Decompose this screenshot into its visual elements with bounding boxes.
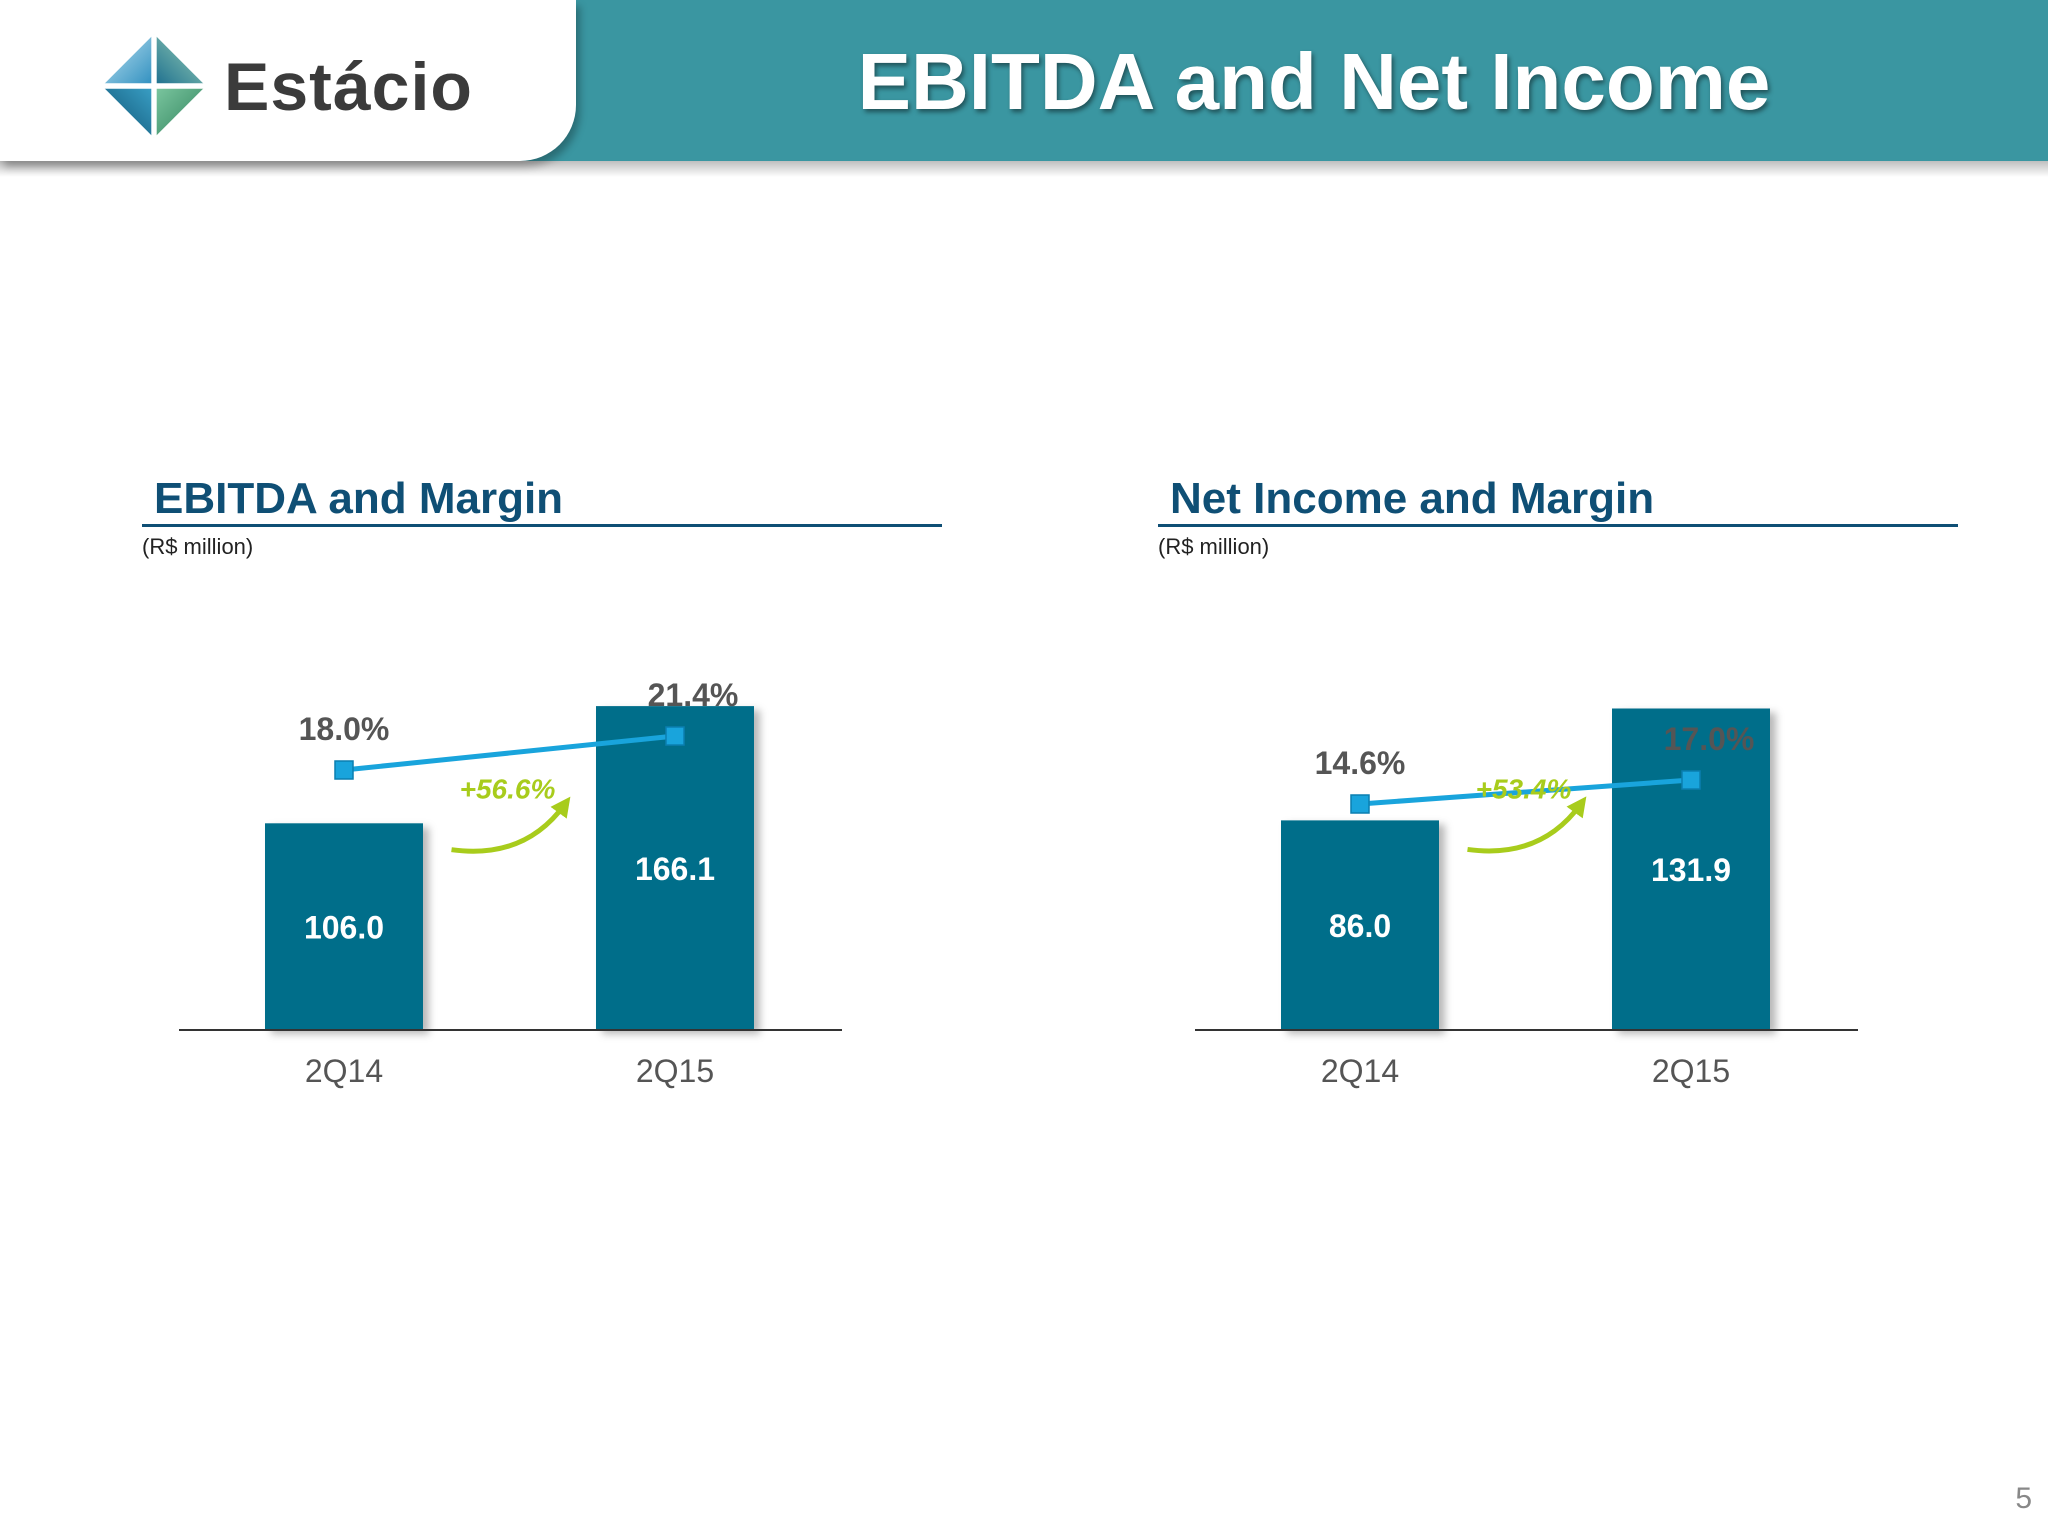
ebitda-growth-label: +56.6% <box>460 774 556 805</box>
net-income-growth-label: +53.4% <box>1476 773 1572 804</box>
net-income-margin-label: 14.6% <box>1315 745 1406 781</box>
net-income-chart-svg: 86.0 131.9 2Q14 2Q15 14.6% 17.0% +53.4% <box>1195 708 1858 1089</box>
ebitda-bar-2q15 <box>596 706 754 1030</box>
net-income-bar-value-label: 86.0 <box>1329 908 1391 944</box>
ebitda-chart-panel: EBITDA and Margin (R$ million) 106.0 166.… <box>142 470 942 1110</box>
net-income-title-rule <box>1158 524 1958 527</box>
page-title: EBITDA and Net Income <box>857 37 1771 126</box>
header-shadow <box>0 161 2048 177</box>
page-number: 5 <box>2015 1482 2032 1515</box>
net-income-growth-arrow-icon <box>1467 796 1587 854</box>
net-income-bar-2q14 <box>1281 820 1439 1030</box>
ebitda-title-rule <box>142 524 942 527</box>
net-income-bar-value-label: 131.9 <box>1651 852 1731 888</box>
ebitda-bar-value-label: 166.1 <box>635 851 715 887</box>
ebitda-margin-line <box>343 733 676 773</box>
net-income-chart-unit: (R$ million) <box>1158 534 1270 559</box>
net-income-margin-line <box>1359 777 1692 807</box>
ebitda-tick-label: 2Q14 <box>305 1053 383 1089</box>
ebitda-chart-unit: (R$ million) <box>142 534 254 559</box>
net-income-chart-panel: Net Income and Margin (R$ million) 86.0 1… <box>1158 470 1958 1110</box>
net-income-tick-label: 2Q14 <box>1321 1053 1399 1089</box>
logo-text: Estácio <box>224 49 473 125</box>
ebitda-growth-arrow-icon <box>451 796 571 854</box>
net-income-tick-label: 2Q15 <box>1652 1053 1730 1089</box>
ebitda-margin-point <box>334 760 354 780</box>
ebitda-tick-label: 2Q15 <box>636 1053 714 1089</box>
ebitda-margin-label: 18.0% <box>299 711 390 747</box>
ebitda-margin-point <box>665 726 685 746</box>
net-income-bar-2q15 <box>1612 708 1770 1030</box>
ebitda-bar-2q14 <box>265 823 423 1030</box>
ebitda-bar-value-label: 106.0 <box>304 910 384 946</box>
ebitda-margin-label: 21.4% <box>648 677 739 713</box>
diamond-logo-icon <box>104 34 204 138</box>
logo-panel: Estácio <box>0 0 576 161</box>
ebitda-chart-title: EBITDA and Margin <box>154 474 564 523</box>
ebitda-chart-svg: 106.0 166.1 2Q14 2Q15 18.0% 21.4% +56.6% <box>179 677 842 1089</box>
net-income-chart-title: Net Income and Margin <box>1170 474 1655 523</box>
net-income-margin-point <box>1350 794 1370 814</box>
net-income-margin-point <box>1681 770 1701 790</box>
net-income-margin-label: 17.0% <box>1664 721 1755 757</box>
